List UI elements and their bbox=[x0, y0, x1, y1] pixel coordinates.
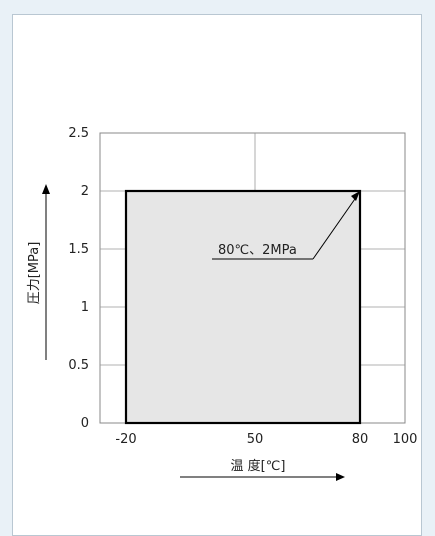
y-tick-label: 0.5 bbox=[68, 358, 89, 373]
x-axis-arrowhead bbox=[336, 473, 345, 481]
annotation-leader-diagonal bbox=[312, 195, 358, 260]
y-tick-label: 0 bbox=[81, 416, 89, 431]
y-tick-label: 2 bbox=[81, 184, 89, 199]
pressure-temperature-chart: -20 50 80 100 00.511.522.5 80℃、2MPa 温 度[℃] … bbox=[27, 126, 417, 481]
x-axis-label: 温 度[℃] bbox=[231, 458, 286, 474]
y-tick-label: 2.5 bbox=[68, 126, 89, 141]
y-tick-label: 1 bbox=[81, 300, 89, 315]
y-axis-label: 圧力[MPa] bbox=[27, 242, 42, 305]
annotation-arrowhead bbox=[351, 191, 360, 201]
y-axis-ticks: 0 0.5 1 1.5 2 2.5 bbox=[68, 126, 89, 431]
y-axis-arrowhead bbox=[42, 184, 50, 194]
y-tick-label: 1.5 bbox=[68, 242, 89, 257]
annotation-label: 80℃、2MPa bbox=[218, 243, 297, 258]
x-tick-label: 50 bbox=[247, 432, 264, 447]
x-tick-label: -20 bbox=[115, 432, 136, 447]
x-tick-label: 100 bbox=[393, 432, 418, 447]
usable-region bbox=[124, 189, 362, 425]
x-axis-ticks: -20 50 80 100 bbox=[115, 432, 417, 447]
x-tick-label: 80 bbox=[352, 432, 369, 447]
